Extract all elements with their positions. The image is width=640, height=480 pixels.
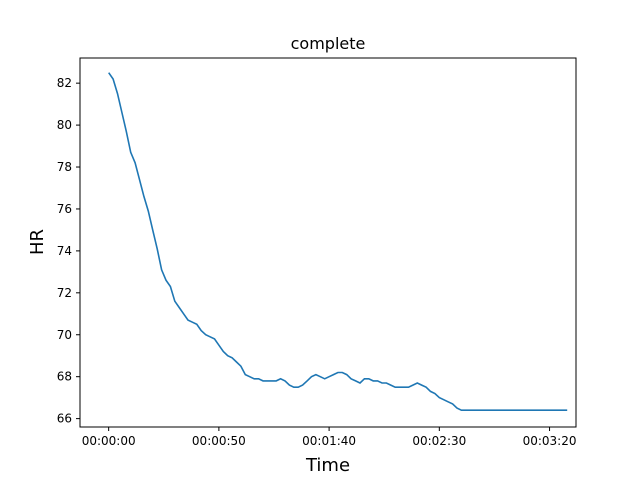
plot-frame (79, 57, 577, 428)
x-tick-label: 00:00:00 (82, 434, 136, 448)
x-tick-label: 00:03:20 (523, 434, 577, 448)
y-tick-label: 76 (57, 202, 72, 216)
y-tick-label: 70 (57, 328, 72, 342)
x-tick-label: 00:01:40 (302, 434, 356, 448)
y-tick-label: 80 (57, 118, 72, 132)
x-axis-label: Time (305, 455, 350, 476)
x-tick-label: 00:02:30 (412, 434, 466, 448)
y-tick-label: 78 (57, 160, 72, 174)
x-tick-label: 00:00:50 (192, 434, 246, 448)
y-tick-label: 72 (57, 286, 72, 300)
plot-area (108, 72, 568, 412)
y-axis: 66 68 70 72 74 76 78 80 82 (57, 76, 80, 426)
hr-series-line (108, 72, 568, 412)
y-axis-label: HR (27, 229, 48, 255)
y-tick-label: 82 (57, 76, 72, 90)
y-tick-label: 66 (57, 412, 72, 426)
y-tick-label: 74 (57, 244, 72, 258)
y-tick-label: 68 (57, 370, 72, 384)
chart-title: complete (291, 34, 366, 53)
x-axis: 00:00:00 00:00:50 00:01:40 00:02:30 00:03:20 (82, 427, 577, 448)
